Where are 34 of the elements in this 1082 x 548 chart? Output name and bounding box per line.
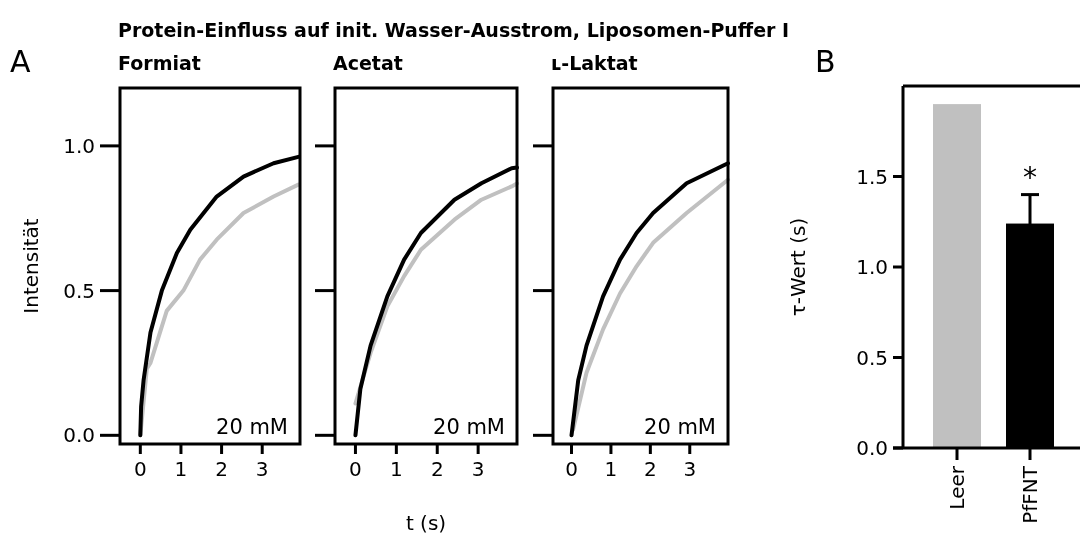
x-tick-label: 1 [389,457,403,481]
chart-subtitle: Formiat [118,52,201,74]
y-axis-title: Intensität [19,218,43,314]
x-tick-label: 1 [174,457,188,481]
x-tick-label: 3 [255,457,269,481]
x-tick-label: 3 [471,457,485,481]
chart-title: Acetat [333,52,403,74]
x-tick-label: 2 [215,457,228,481]
x-tick-label: 2 [430,457,444,481]
annotation: 20 mM [216,415,288,439]
x-tick-label: 0 [133,457,147,481]
x-tick-label: 2 [643,457,657,481]
annotation: * [1023,160,1037,194]
y-tick-label: 0.5 [63,278,95,303]
text: Protein-Einfluss auf init. Wasser-Ausstrom, Liposomen-Puffer I [118,19,790,41]
x-tick-label: 1 [604,457,618,481]
x-tick-label: PfFNT [1018,465,1042,524]
text: A [10,44,31,79]
annotation: 20 mM [644,415,716,439]
chart-title: ʟ-Laktat [551,52,638,74]
y-tick-label: 0.5 [856,345,888,370]
y-tick-label: 0.0 [856,436,888,460]
x-tick-label: 3 [683,457,697,481]
y-axis-title: τ-Wert (s) [786,217,810,317]
y-tick-label: 0.0 [63,423,95,448]
x-tick-label: Leer [945,465,969,510]
x-tick-label: 0 [565,457,578,481]
y-tick-label: 1.0 [63,133,95,158]
y-tick-label: 1.5 [856,164,888,189]
y-tick-label: 1.0 [856,255,888,279]
text: B [815,44,836,79]
annotation: 20 mM [433,415,505,439]
x-tick-label: 0 [349,457,362,481]
x-axis-title: t (s) [405,511,447,535]
